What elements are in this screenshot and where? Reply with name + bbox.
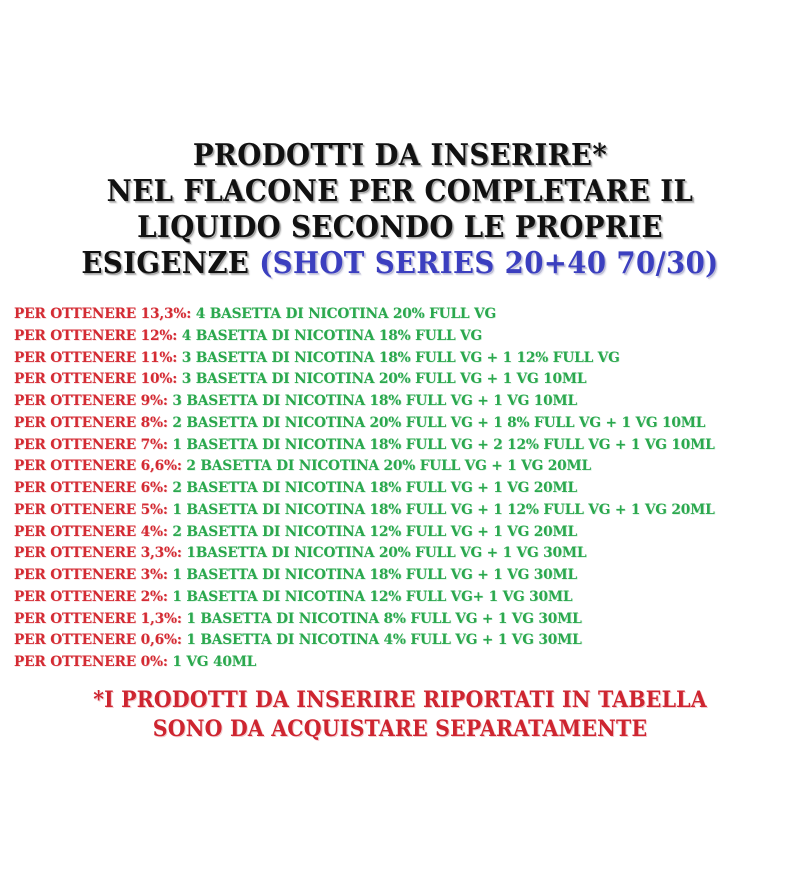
recipe-target-label: PER OTTENERE 6,6%: <box>14 457 182 475</box>
list-item: PER OTTENERE 10%: 3 BASETTA DI NICOTINA … <box>14 368 761 390</box>
list-item: PER OTTENERE 13,3%: 4 BASETTA DI NICOTIN… <box>14 303 761 325</box>
recipe-detail-label: 2 BASETTA DI NICOTINA 18% FULL VG + 1 VG… <box>167 479 578 496</box>
list-item: PER OTTENERE 1,3%: 1 BASETTA DI NICOTINA… <box>14 608 761 630</box>
list-item: PER OTTENERE 6,6%: 2 BASETTA DI NICOTINA… <box>14 455 761 477</box>
list-item: PER OTTENERE 3%: 1 BASETTA DI NICOTINA 1… <box>14 564 761 586</box>
recipe-detail-label: 2 BASETTA DI NICOTINA 20% FULL VG + 1 8%… <box>167 413 706 431</box>
list-item: PER OTTENERE 11%: 3 BASETTA DI NICOTINA … <box>14 347 761 369</box>
list-item: PER OTTENERE 3,3%: 1BASETTA DI NICOTINA … <box>14 542 761 564</box>
recipe-detail-label: 1 BASETTA DI NICOTINA 18% FULL VG + 1 VG… <box>167 566 578 583</box>
footnote-line-1: *I PRODOTTI DA INSERIRE RIPORTATI IN TAB… <box>93 687 707 713</box>
recipe-target-label: PER OTTENERE 2%: <box>14 587 168 605</box>
recipe-target-label: PER OTTENERE 3,3%: <box>14 544 182 562</box>
recipe-target-label: PER OTTENERE 0%: <box>14 653 168 670</box>
list-item: PER OTTENERE 7%: 1 BASETTA DI NICOTINA 1… <box>14 434 761 456</box>
list-item: PER OTTENERE 8%: 2 BASETTA DI NICOTINA 2… <box>14 412 761 434</box>
recipe-detail-label: 1BASETTA DI NICOTINA 20% FULL VG + 1 VG … <box>181 544 587 562</box>
recipe-target-label: PER OTTENERE 7%: <box>14 435 168 453</box>
recipe-list: PER OTTENERE 13,3%: 4 BASETTA DI NICOTIN… <box>14 303 800 673</box>
title-line-3: LIQUIDO SECONDO LE PROPRIE <box>137 210 663 245</box>
list-item: PER OTTENERE 4%: 2 BASETTA DI NICOTINA 1… <box>14 521 761 543</box>
recipe-detail-label: 1 BASETTA DI NICOTINA 18% FULL VG + 1 12… <box>167 500 715 518</box>
list-item: PER OTTENERE 6%: 2 BASETTA DI NICOTINA 1… <box>14 477 761 499</box>
recipe-detail-label: 1 BASETTA DI NICOTINA 4% FULL VG + 1 VG … <box>181 631 582 649</box>
recipe-target-label: PER OTTENERE 5%: <box>14 500 168 518</box>
recipe-detail-label: 1 BASETTA DI NICOTINA 18% FULL VG + 2 12… <box>167 435 715 453</box>
recipe-target-label: PER OTTENERE 6%: <box>14 479 168 496</box>
list-item: PER OTTENERE 12%: 4 BASETTA DI NICOTINA … <box>14 325 761 347</box>
title-line-4: ESIGENZE (SHOT SERIES 20+40 70/30) <box>32 246 768 282</box>
page-title: PRODOTTI DA INSERIRE* NEL FLACONE PER CO… <box>0 138 800 282</box>
recipe-detail-label: 1 BASETTA DI NICOTINA 8% FULL VG + 1 VG … <box>181 609 582 627</box>
list-item: PER OTTENERE 0%: 1 VG 40ML <box>14 651 761 673</box>
recipe-detail-label: 3 BASETTA DI NICOTINA 20% FULL VG + 1 VG… <box>177 370 587 388</box>
recipe-target-label: PER OTTENERE 3%: <box>14 566 168 583</box>
recipe-detail-label: 1 BASETTA DI NICOTINA 12% FULL VG+ 1 VG … <box>167 587 573 605</box>
list-item: PER OTTENERE 2%: 1 BASETTA DI NICOTINA 1… <box>14 586 761 608</box>
recipe-detail-label: 3 BASETTA DI NICOTINA 18% FULL VG + 1 VG… <box>167 392 578 409</box>
recipe-target-label: PER OTTENERE 1,3%: <box>14 609 182 627</box>
title-esigenze-text: ESIGENZE <box>81 246 260 281</box>
title-line-2: NEL FLACONE PER COMPLETARE IL <box>106 174 694 209</box>
recipe-target-label: PER OTTENERE 9%: <box>14 392 168 409</box>
title-line-1: PRODOTTI DA INSERIRE* <box>192 138 608 173</box>
recipe-target-label: PER OTTENERE 10%: <box>14 370 178 388</box>
recipe-detail-label: 2 BASETTA DI NICOTINA 20% FULL VG + 1 VG… <box>181 457 592 475</box>
recipe-detail-label: 1 VG 40ML <box>167 653 257 670</box>
recipe-detail-label: 2 BASETTA DI NICOTINA 12% FULL VG + 1 VG… <box>167 522 578 540</box>
list-item: PER OTTENERE 9%: 3 BASETTA DI NICOTINA 1… <box>14 390 761 412</box>
recipe-detail-label: 3 BASETTA DI NICOTINA 18% FULL VG + 1 12… <box>177 348 620 366</box>
list-item: PER OTTENERE 0,6%: 1 BASETTA DI NICOTINA… <box>14 629 761 651</box>
list-item: PER OTTENERE 5%: 1 BASETTA DI NICOTINA 1… <box>14 499 761 521</box>
recipe-target-label: PER OTTENERE 11%: <box>14 348 178 366</box>
footnote: *I PRODOTTI DA INSERIRE RIPORTATI IN TAB… <box>0 686 800 744</box>
recipe-target-label: PER OTTENERE 0,6%: <box>14 631 182 649</box>
footnote-line-2: SONO DA ACQUISTARE SEPARATAMENTE <box>152 716 648 742</box>
recipe-target-label: PER OTTENERE 12%: <box>14 326 178 344</box>
title-shot-series-text: (SHOT SERIES 20+40 70/30) <box>259 246 719 281</box>
recipe-detail-label: 4 BASETTA DI NICOTINA 20% FULL VG <box>191 305 497 322</box>
recipe-target-label: PER OTTENERE 8%: <box>14 413 168 431</box>
recipe-detail-label: 4 BASETTA DI NICOTINA 18% FULL VG <box>177 326 483 344</box>
recipe-target-label: PER OTTENERE 4%: <box>14 522 168 540</box>
recipe-target-label: PER OTTENERE 13,3%: <box>14 305 192 322</box>
